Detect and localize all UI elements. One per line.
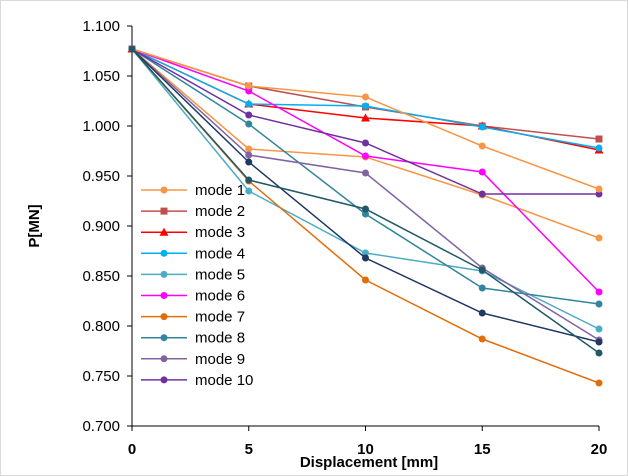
data-point xyxy=(478,309,486,317)
data-point xyxy=(362,276,369,284)
data-point xyxy=(362,210,369,218)
legend-entry: mode 9 xyxy=(141,351,245,368)
data-point xyxy=(595,135,603,143)
data-point xyxy=(362,205,369,213)
y-tick-label: 1.050 xyxy=(82,68,120,85)
data-point xyxy=(245,82,253,90)
y-tick-label: 0.950 xyxy=(82,168,120,185)
x-tick-label: 20 xyxy=(591,441,608,458)
legend-swatch-marker xyxy=(160,249,168,257)
data-point xyxy=(595,288,603,296)
legend-label: mode 1 xyxy=(195,182,245,199)
data-point xyxy=(595,234,603,242)
legend-swatch-marker xyxy=(160,292,168,299)
data-point xyxy=(595,349,603,357)
data-point xyxy=(478,266,486,274)
legend-swatch-marker xyxy=(159,227,169,236)
data-point xyxy=(595,338,603,346)
legend-swatch-marker xyxy=(160,207,168,215)
data-point xyxy=(245,158,253,166)
x-tick-label: 10 xyxy=(357,441,374,458)
data-point xyxy=(595,300,603,308)
data-point xyxy=(128,45,136,53)
data-point xyxy=(245,120,253,128)
legend-entry: mode 3 xyxy=(141,224,245,241)
legend-entry: mode 8 xyxy=(141,330,245,347)
legend-label: mode 9 xyxy=(195,351,245,368)
data-point xyxy=(245,100,253,108)
legend-swatch-marker xyxy=(160,334,168,342)
series-13 xyxy=(128,45,603,357)
legend-label: mode 10 xyxy=(195,372,253,389)
y-tick-label: 1.100 xyxy=(82,18,120,35)
y-tick-label: 0.750 xyxy=(82,368,120,385)
legend-swatch-marker xyxy=(160,270,168,278)
y-tick-label: 0.800 xyxy=(82,318,120,335)
data-point xyxy=(362,249,369,257)
legend-entry: mode 4 xyxy=(141,245,245,262)
data-point xyxy=(595,379,603,387)
y-tick-label: 1.000 xyxy=(82,118,120,135)
legend-label: mode 6 xyxy=(195,288,245,305)
data-point xyxy=(362,93,369,101)
data-point xyxy=(595,190,603,198)
legend-label: mode 3 xyxy=(195,224,245,241)
legend-swatch-marker xyxy=(160,313,168,321)
data-point xyxy=(595,325,603,333)
x-tick-label: 5 xyxy=(245,441,253,458)
y-tick-label: 0.850 xyxy=(82,268,120,285)
legend-swatch-marker xyxy=(160,376,168,384)
data-point xyxy=(362,152,369,160)
data-point xyxy=(595,144,603,152)
data-point xyxy=(362,254,369,262)
legend-label: mode 8 xyxy=(195,330,245,347)
y-axis-title: P[MN] xyxy=(26,204,43,247)
legend-entry: mode 7 xyxy=(141,309,245,326)
data-point xyxy=(245,111,253,119)
data-point xyxy=(362,169,369,177)
legend-label: mode 2 xyxy=(195,203,245,220)
legend-entry: mode 5 xyxy=(141,266,245,283)
data-point xyxy=(361,113,370,122)
y-tick-label: 0.900 xyxy=(82,218,120,235)
data-point xyxy=(478,335,486,343)
x-axis-title: Displacement [mm] xyxy=(300,454,438,471)
data-point xyxy=(362,139,369,147)
axes xyxy=(131,26,599,427)
data-point xyxy=(245,176,253,184)
legend-entry: mode 10 xyxy=(141,372,253,389)
data-point xyxy=(478,284,486,292)
x-axis-ticks: 0 5 10 15 20 xyxy=(128,426,608,458)
data-point xyxy=(478,142,486,150)
legend-label: mode 4 xyxy=(195,245,245,262)
y-axis-ticks: 0.700 0.750 0.800 0.850 0.900 0.950 1.000 1.050… xyxy=(82,18,132,435)
data-point xyxy=(245,87,253,95)
data-point xyxy=(245,187,253,195)
legend-entry: mode 6 xyxy=(141,288,245,305)
series-lines xyxy=(127,44,604,387)
x-tick-label: 15 xyxy=(474,441,491,458)
data-point xyxy=(478,168,486,176)
data-point xyxy=(478,190,486,198)
data-point xyxy=(362,102,369,110)
data-point xyxy=(245,145,253,153)
legend-label: mode 5 xyxy=(195,266,245,283)
data-point xyxy=(595,185,603,193)
data-point xyxy=(245,151,253,159)
legend-label: mode 7 xyxy=(195,309,245,326)
data-point xyxy=(478,123,486,131)
legend-entry: mode 1 xyxy=(141,182,245,199)
series-11 xyxy=(128,45,603,193)
legend-swatch-marker xyxy=(160,355,168,363)
legend-swatch-marker xyxy=(160,186,168,194)
x-tick-label: 0 xyxy=(128,441,136,458)
legend: mode 1 mode 2 mode 3 mode 4 mode 5 mode 6 mode… xyxy=(141,182,253,389)
legend-entry: mode 2 xyxy=(141,203,245,220)
y-tick-label: 0.700 xyxy=(82,418,120,435)
